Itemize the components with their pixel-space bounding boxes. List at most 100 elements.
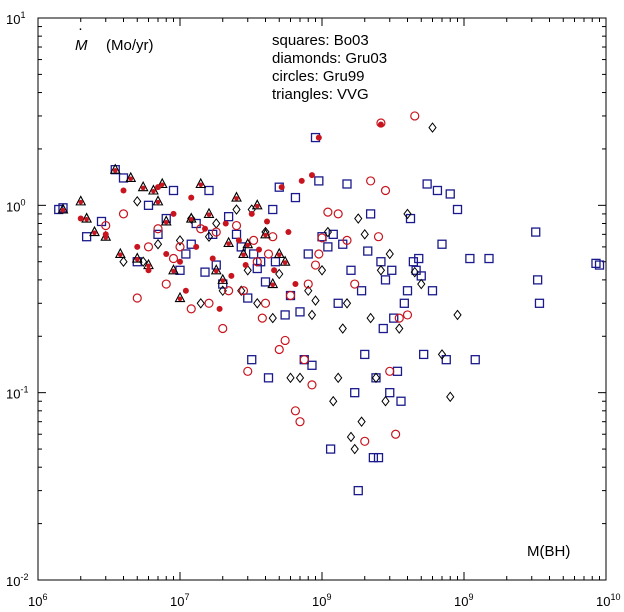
diamond-point: [243, 264, 252, 276]
circle-point: [252, 257, 262, 267]
square-point: [191, 218, 201, 229]
diamond-point: [253, 297, 262, 309]
triangle-point: [152, 195, 164, 206]
circle-point: [342, 235, 352, 245]
circle-point: [333, 209, 343, 219]
circle-point: [161, 279, 171, 289]
square-point: [387, 265, 397, 275]
circle-point: [350, 279, 360, 289]
x-tick-label: 1010: [596, 592, 620, 609]
diamond-point: [307, 309, 317, 321]
triangle-point: [81, 212, 93, 223]
diamond-point: [237, 285, 246, 297]
square-point: [452, 204, 463, 215]
triangle-inner-dot: [159, 182, 165, 188]
filled-dot-point: [298, 177, 305, 184]
square-point: [333, 298, 343, 308]
x-tick-label: 109: [454, 592, 473, 609]
circle-point: [380, 185, 391, 196]
square-point: [181, 249, 191, 259]
triangle-inner-dot: [188, 217, 194, 222]
square-point: [231, 229, 242, 240]
circle-point: [263, 249, 274, 259]
filled-dot-point: [255, 246, 262, 253]
triangle-inner-dot: [276, 252, 282, 258]
square-point: [290, 192, 301, 203]
filled-dot-point: [292, 281, 299, 288]
triangle-inner-dot: [128, 176, 134, 182]
square-point: [200, 267, 210, 277]
square-point: [153, 229, 163, 240]
square-point: [303, 249, 313, 259]
circle-point: [290, 406, 301, 416]
triangle-point: [89, 225, 100, 237]
square-point: [484, 253, 494, 264]
y-label-symbol: M: [75, 37, 88, 54]
triangle-inner-dot: [92, 230, 97, 236]
filled-dot-point: [77, 215, 84, 222]
square-point: [422, 179, 432, 189]
filled-dot-point: [216, 305, 223, 312]
diamond-point: [371, 372, 381, 384]
circle-point: [299, 355, 309, 365]
diamond-point: [304, 285, 313, 297]
legend-line-circles: circles: Gru99: [272, 68, 365, 85]
circle-point: [394, 313, 404, 323]
triangle-inner-dot: [198, 182, 204, 188]
diamond-point: [354, 213, 363, 224]
triangle-point: [223, 236, 235, 247]
circle-point: [385, 366, 395, 376]
triangle-point: [267, 277, 279, 289]
filled-dot-point: [170, 210, 177, 217]
filled-dot-point: [285, 229, 292, 236]
triangle-inner-dot: [270, 282, 276, 288]
circle-point: [323, 207, 333, 217]
circle-point: [249, 235, 259, 245]
square-point: [260, 277, 271, 287]
filled-dot-point: [202, 225, 209, 232]
circle-point: [360, 436, 370, 446]
square-point: [531, 227, 541, 237]
triangle-inner-dot: [155, 199, 161, 205]
square-point: [268, 204, 278, 215]
diamond-point: [366, 312, 375, 324]
circle-point: [175, 242, 185, 252]
diamond-point: [346, 431, 356, 443]
triangle-point: [231, 191, 242, 202]
triangle-inner-dot: [254, 203, 260, 209]
square-point: [402, 286, 413, 296]
triangle-inner-dot: [60, 208, 66, 213]
circle-point: [257, 313, 267, 323]
diamond-point: [338, 323, 347, 334]
diamond-point: [275, 268, 284, 280]
diamond-point: [428, 122, 437, 133]
circle-point: [410, 111, 420, 121]
triangle-point: [238, 247, 249, 259]
filled-dot-point: [134, 243, 141, 250]
diamond-point: [153, 238, 163, 250]
y-tick-label: 100: [6, 197, 25, 214]
diamond-point: [175, 235, 185, 246]
filled-dot-point: [188, 194, 195, 201]
filled-dot-point: [222, 220, 229, 227]
square-point: [325, 444, 336, 454]
triangle-point: [273, 247, 285, 259]
diamond-point: [437, 349, 447, 360]
filled-dot-point: [155, 184, 162, 191]
square-point: [168, 185, 179, 196]
circle-point: [310, 260, 321, 270]
filled-dot-point: [377, 121, 384, 128]
diamond-point: [334, 372, 343, 384]
triangle-inner-dot: [213, 268, 219, 274]
filled-dot-point: [193, 243, 200, 250]
diamond-point: [446, 391, 455, 403]
square-point: [356, 286, 367, 296]
square-point: [353, 485, 363, 496]
square-point: [437, 239, 447, 249]
diamond-point: [376, 264, 386, 276]
circle-point: [366, 176, 376, 186]
square-point: [270, 257, 281, 267]
diamond-point: [133, 196, 142, 207]
circle-point: [211, 227, 221, 237]
circle-point: [218, 323, 228, 334]
